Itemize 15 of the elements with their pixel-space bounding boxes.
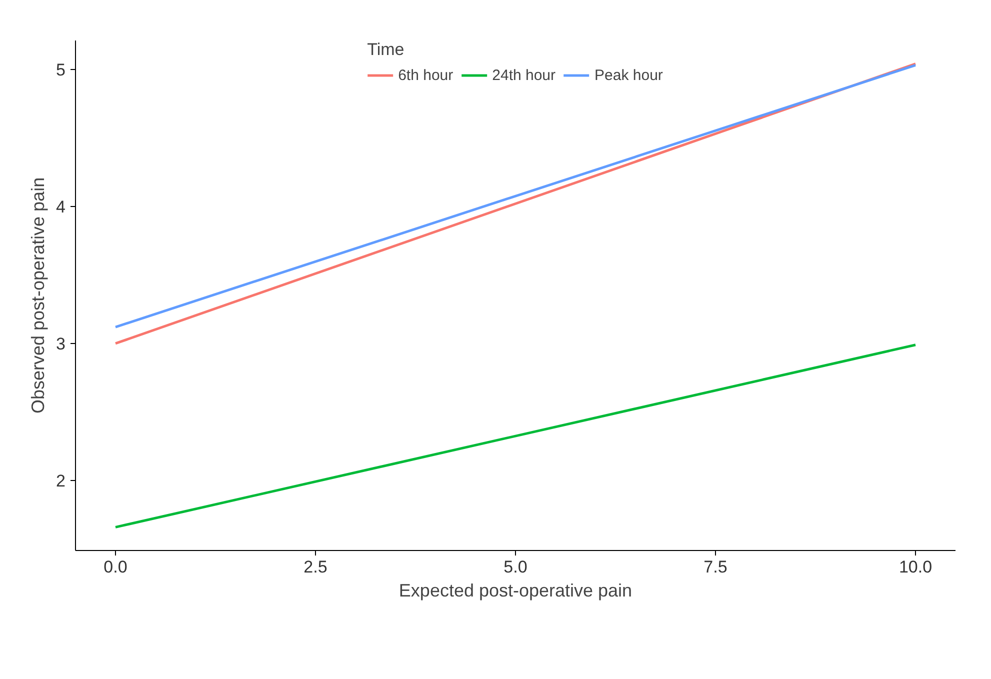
x-tick-label: 2.5 [304,558,328,576]
x-tick-label: 5.0 [504,558,528,576]
legend-label: 24th hour [492,66,556,84]
y-tick-label: 3 [56,334,66,354]
x-axis-title: Expected post-operative pain [398,580,632,600]
y-tick-label: 5 [56,60,66,80]
y-tick-label: 2 [56,472,66,491]
x-tick-label: 7.5 [704,558,728,576]
legend-label: 6th hour [398,66,454,84]
x-tick-label: 0.0 [104,558,128,576]
legend-title: Time [367,40,406,60]
legend-label: Peak hour [594,66,663,84]
x-tick-label: 10.0 [898,558,932,576]
y-axis-title: Observed post-operative pain [28,177,48,414]
y-tick-label: 4 [56,197,66,216]
